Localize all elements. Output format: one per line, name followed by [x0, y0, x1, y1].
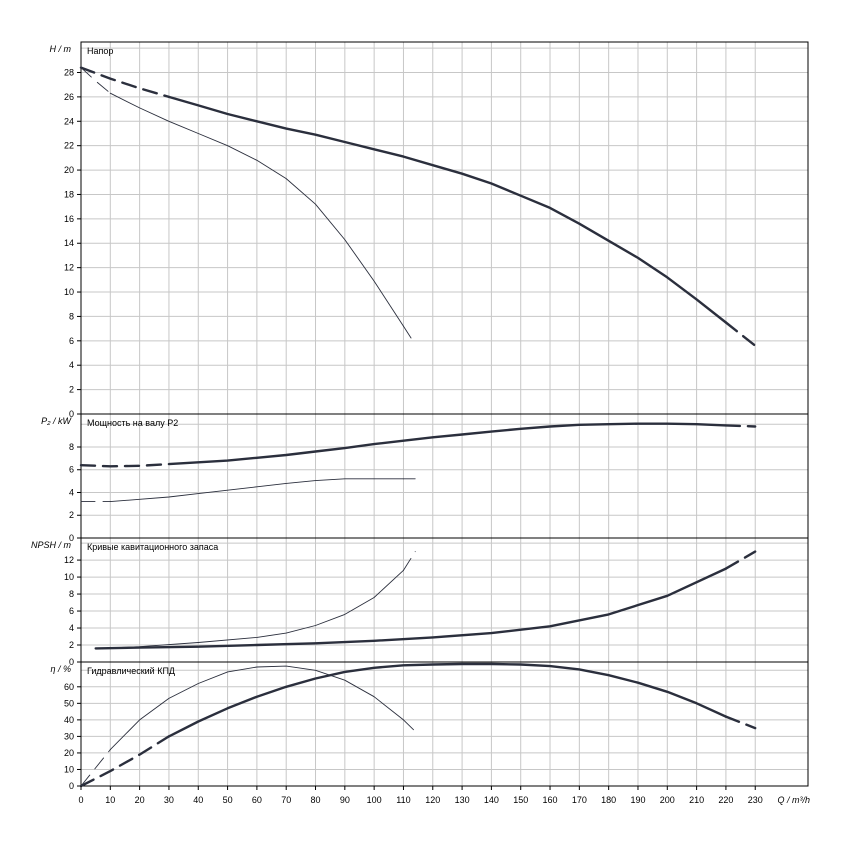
head-ytick-label: 20	[64, 165, 74, 175]
npsh-panel: 0 2 4 6 8 10 12 NPSH / m Кривые кавитационного з…	[31, 537, 809, 667]
power-curve-thin	[109, 478, 404, 503]
head-curve-thin-dashed	[80, 67, 111, 94]
power-curve-thick	[167, 422, 728, 466]
efficiency-ylabel: η / %	[50, 664, 71, 674]
x-tick-label: 130	[455, 795, 470, 805]
npsh-curve-thick-dashed	[724, 550, 757, 570]
head-ytick-label: 8	[69, 311, 74, 321]
head-curve-thick	[167, 95, 728, 324]
efficiency-curve-thin	[109, 665, 404, 751]
npsh-title: Кривые кавитационного запаса	[87, 542, 218, 552]
x-tick-label: 230	[748, 795, 763, 805]
head-ytick-label: 18	[64, 189, 74, 199]
head-curve-thin-dashed	[403, 325, 416, 345]
power-ytick-label: 8	[69, 442, 74, 452]
x-tick-label: 80	[311, 795, 321, 805]
x-tick-label: 160	[543, 795, 558, 805]
head-ytick-label: 4	[69, 360, 74, 370]
efficiency-ytick-label: 60	[64, 682, 74, 692]
npsh-ytick-label: 10	[64, 572, 74, 582]
head-ytick-label: 16	[64, 214, 74, 224]
x-tick-label: 150	[513, 795, 528, 805]
power-ytick-label: 2	[69, 510, 74, 520]
x-tick-label: 110	[396, 795, 410, 805]
npsh-ytick-label: 8	[69, 589, 74, 599]
x-tick-label: 220	[718, 795, 733, 805]
head-ylabel: H / m	[50, 44, 72, 54]
efficiency-curve-thick	[167, 662, 728, 738]
x-tick-label: 70	[281, 795, 291, 805]
head-ytick-label: 10	[64, 287, 74, 297]
head-ytick-label: 24	[64, 116, 74, 126]
power-curve-thick-dashed	[724, 424, 757, 428]
x-tick-label: 200	[660, 795, 675, 805]
head-curve-thick-dashed	[79, 66, 171, 99]
power-ytick-label: 6	[69, 465, 74, 475]
efficiency-ytick-label: 20	[64, 748, 74, 758]
npsh-ytick-label: 0	[69, 657, 74, 667]
npsh-curve-thin-dashed	[403, 551, 416, 571]
x-tick-label: 170	[572, 795, 587, 805]
npsh-ytick-label: 6	[69, 606, 74, 616]
power-frame	[80, 413, 809, 539]
power-title: Мощность на валу P2	[87, 418, 178, 428]
x-tick-label: 190	[630, 795, 645, 805]
head-ytick-label: 26	[64, 92, 74, 102]
x-tick-label: 90	[340, 795, 350, 805]
efficiency-curve-thick-dashed	[79, 735, 171, 788]
efficiency-ytick-label: 0	[69, 781, 74, 791]
efficiency-curve-thick-dashed	[724, 715, 757, 730]
power-curve-thick-dashed	[79, 462, 171, 468]
x-tick-label: 40	[193, 795, 203, 805]
efficiency-ytick-label: 30	[64, 731, 74, 741]
npsh-ytick-label: 2	[69, 640, 74, 650]
npsh-curve-thin	[95, 569, 404, 649]
efficiency-curve-thin-dashed	[403, 719, 416, 732]
head-ytick-label: 12	[64, 263, 74, 273]
head-ytick-label: 14	[64, 238, 74, 248]
x-tick-label: 140	[484, 795, 499, 805]
head-ytick-label: 28	[64, 67, 74, 77]
x-tick-label: 50	[223, 795, 233, 805]
power-ytick-label: 4	[69, 487, 74, 497]
head-curve-thin	[109, 92, 404, 327]
x-tick-label: 10	[105, 795, 115, 805]
head-title: Напор	[87, 46, 113, 56]
head-curve-thick-dashed	[724, 321, 757, 347]
head-ytick-label: 0	[69, 409, 74, 419]
x-axis-label: Q / m³/h	[777, 795, 810, 805]
efficiency-frame	[80, 661, 809, 787]
x-tick-label: 30	[164, 795, 174, 805]
x-tick-label: 120	[425, 795, 440, 805]
head-ytick-label: 22	[64, 141, 74, 151]
npsh-ylabel: NPSH / m	[31, 540, 72, 550]
npsh-curve-thick	[94, 567, 728, 650]
x-tick-label: 100	[367, 795, 382, 805]
x-tick-label: 210	[689, 795, 704, 805]
x-tick-label: 180	[601, 795, 616, 805]
power-panel: 0 2 4 6 8 P₂ / kW Мощность на валу P2	[41, 413, 809, 543]
efficiency-ytick-label: 50	[64, 698, 74, 708]
efficiency-title: Гидравлический КПД	[87, 666, 175, 676]
npsh-ytick-label: 12	[64, 555, 74, 565]
power-ytick-label: 0	[69, 533, 74, 543]
power-ylabel: P₂ / kW	[41, 416, 72, 426]
efficiency-curve-thin-dashed	[80, 749, 111, 787]
x-tick-label: 20	[135, 795, 145, 805]
head-ytick-label: 2	[69, 385, 74, 395]
x-tick-label: 60	[252, 795, 262, 805]
efficiency-ytick-label: 10	[64, 764, 74, 774]
efficiency-ytick-label: 40	[64, 715, 74, 725]
head-ytick-label: 6	[69, 336, 74, 346]
efficiency-panel: 0 10 20 30 40 50 60 η / % Гидравлический КПД	[50, 661, 809, 791]
head-frame	[80, 41, 809, 415]
npsh-ytick-label: 4	[69, 623, 74, 633]
x-tick-label: 0	[78, 795, 83, 805]
